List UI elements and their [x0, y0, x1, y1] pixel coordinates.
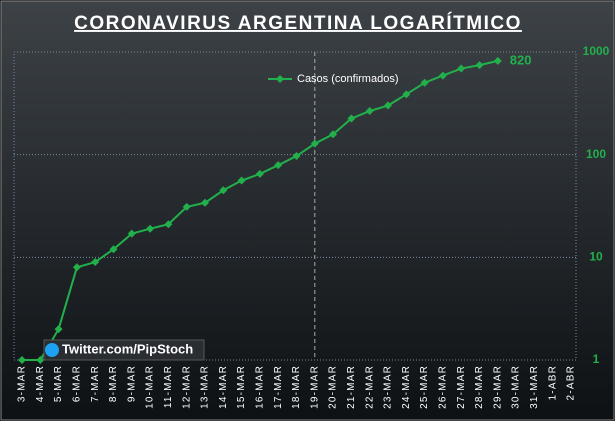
data-point — [274, 161, 283, 170]
data-point — [475, 61, 484, 70]
x-tick-label: 25-MAR — [419, 365, 430, 409]
data-point — [310, 139, 319, 148]
x-tick-label: 11-MAR — [163, 365, 174, 408]
data-point — [329, 130, 338, 139]
x-tick-label: 21-MAR — [346, 365, 357, 409]
data-point — [365, 107, 374, 116]
x-tick-label: 12-MAR — [181, 365, 192, 409]
x-tick-label: 15-MAR — [236, 365, 247, 409]
legend-marker — [276, 75, 284, 83]
y-tick-label: 100 — [586, 147, 606, 161]
y-tick-label: 1000 — [583, 44, 610, 58]
x-tick-label: 17-MAR — [273, 365, 284, 409]
data-point — [127, 229, 136, 238]
x-tick-label: 3-MAR — [17, 365, 28, 402]
data-point — [384, 101, 392, 110]
data-point — [292, 152, 301, 161]
x-tick-label: 7-MAR — [90, 365, 101, 402]
data-point — [201, 198, 209, 207]
data-point — [182, 202, 191, 211]
x-tick-label: 18-MAR — [291, 365, 302, 409]
y-tick-label: 1 — [593, 352, 600, 366]
data-point — [91, 258, 100, 267]
data-point — [36, 356, 45, 364]
chart-title: CORONAVIRUS ARGENTINA LOGARÍTMICO — [74, 12, 522, 34]
x-tick-label: 5-MAR — [53, 365, 64, 402]
data-point — [164, 220, 173, 229]
x-tick-label: 16-MAR — [255, 365, 266, 409]
data-point — [146, 224, 155, 233]
x-tick-label: 6-MAR — [72, 365, 83, 402]
data-point — [54, 325, 63, 334]
data-point — [420, 78, 429, 87]
x-tick-label: 13-MAR — [200, 365, 211, 409]
data-point — [347, 114, 356, 123]
x-tick-label: 22-MAR — [364, 365, 375, 409]
x-tick-label: 9-MAR — [126, 365, 137, 402]
x-tick-label: 31-MAR — [529, 365, 540, 409]
twitter-icon — [45, 343, 59, 357]
x-tick-label: 30-MAR — [511, 365, 522, 409]
data-point — [219, 186, 228, 195]
data-point — [493, 56, 502, 65]
data-point — [72, 263, 81, 272]
annotation-box — [43, 339, 205, 361]
x-tick-label: 26-MAR — [438, 365, 449, 409]
x-tick-label: 27-MAR — [456, 365, 467, 409]
x-tick-label: 24-MAR — [401, 365, 412, 409]
x-tick-label: 28-MAR — [474, 365, 485, 409]
data-label: 820 — [510, 52, 532, 67]
data-point — [109, 245, 118, 254]
x-tick-label: 1-ABR — [547, 365, 558, 400]
x-tick-label: 19-MAR — [309, 365, 320, 409]
data-point — [457, 64, 466, 73]
data-point — [438, 71, 447, 80]
y-tick-label: 10 — [589, 250, 603, 264]
x-tick-label: 14-MAR — [218, 365, 229, 409]
x-tick-label: 23-MAR — [383, 365, 394, 409]
data-point — [255, 169, 264, 178]
x-tick-label: 8-MAR — [108, 365, 119, 402]
data-point — [402, 90, 411, 99]
x-tick-label: 2-ABR — [566, 365, 577, 400]
x-tick-label: 4-MAR — [35, 365, 46, 402]
data-point — [18, 356, 26, 364]
annotation: Twitter.com/PipStoch — [62, 341, 193, 356]
x-tick-label: 20-MAR — [328, 365, 339, 409]
x-tick-label: 10-MAR — [145, 365, 156, 409]
legend-label: Casos (confirmados) — [297, 73, 398, 85]
x-tick-label: 29-MAR — [492, 365, 503, 409]
data-point — [237, 176, 246, 185]
